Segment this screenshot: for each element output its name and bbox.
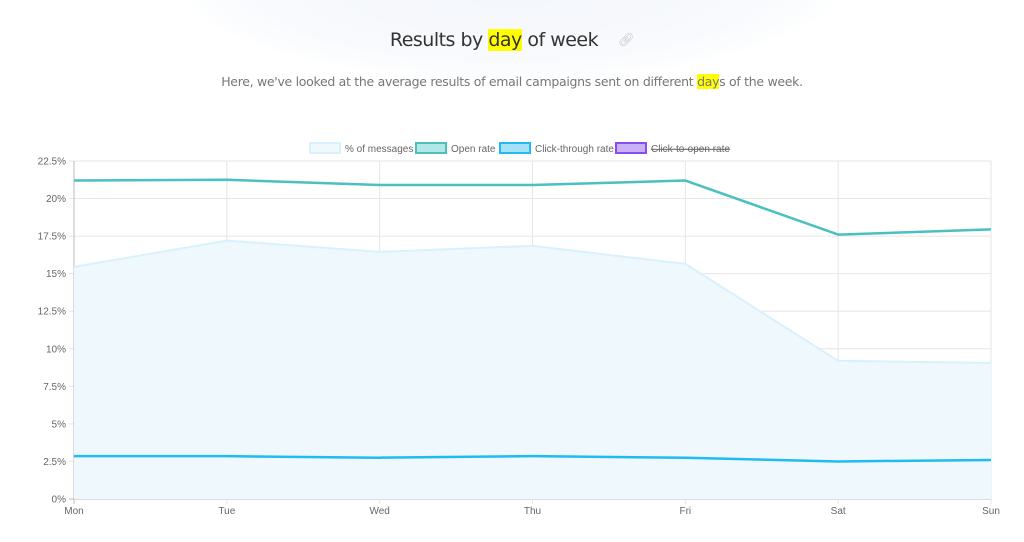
legend-item-label[interactable]: Click-to-open rate: [651, 144, 730, 155]
legend-swatch[interactable]: [415, 142, 447, 154]
x-tick-label: Mon: [64, 506, 83, 517]
x-tick-label: Sun: [982, 506, 1000, 517]
legend-swatch[interactable]: [309, 142, 341, 154]
x-tick-label: Thu: [524, 506, 541, 517]
legend-swatch[interactable]: [499, 142, 531, 154]
y-tick-label: 22.5%: [38, 157, 66, 168]
legend-item-label[interactable]: Click-through rate: [535, 144, 614, 155]
x-tick-label: Wed: [369, 506, 389, 517]
x-tick-label: Tue: [218, 506, 235, 517]
x-tick-label: Sat: [831, 506, 846, 517]
y-tick-label: 0%: [52, 495, 67, 506]
page-subtitle: Here, we've looked at the average result…: [221, 74, 803, 89]
x-tick-label: Fri: [679, 506, 691, 517]
y-tick-label: 17.5%: [38, 232, 66, 243]
legend-item-label[interactable]: Open rate: [451, 144, 496, 155]
y-tick-label: 2.5%: [43, 457, 66, 468]
y-tick-label: 10%: [46, 344, 66, 355]
y-tick-label: 7.5%: [43, 382, 66, 393]
link-icon[interactable]: 🔗︎: [618, 33, 635, 48]
y-tick-label: 20%: [46, 194, 66, 205]
y-tick-label: 5%: [52, 419, 67, 430]
legend-item-label[interactable]: % of messages: [345, 144, 413, 155]
y-tick-label: 15%: [46, 269, 66, 280]
y-tick-label: 12.5%: [38, 307, 66, 318]
page-title: Results by day of week 🔗︎: [389, 29, 635, 51]
series-area: [74, 240, 991, 499]
legend-swatch[interactable]: [615, 142, 647, 154]
